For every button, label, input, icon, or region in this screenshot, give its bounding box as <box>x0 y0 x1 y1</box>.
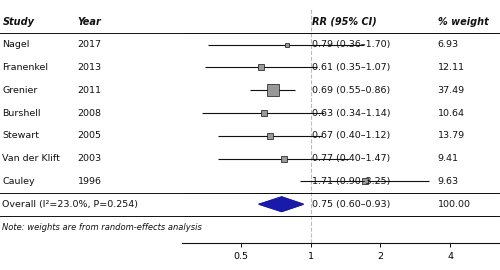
Text: 0.63 (0.34–1.14): 0.63 (0.34–1.14) <box>312 109 391 117</box>
Text: 2017: 2017 <box>78 40 102 49</box>
Text: 12.11: 12.11 <box>438 63 464 72</box>
Text: 2005: 2005 <box>78 131 102 140</box>
Text: Burshell: Burshell <box>2 109 41 117</box>
Text: Cauley: Cauley <box>2 177 35 186</box>
Text: 9.63: 9.63 <box>438 177 458 186</box>
Text: 0.61 (0.35–1.07): 0.61 (0.35–1.07) <box>312 63 391 72</box>
Text: Grenier: Grenier <box>2 86 38 95</box>
Text: Van der Klift: Van der Klift <box>2 154 60 163</box>
Text: 2003: 2003 <box>78 154 102 163</box>
Text: 2013: 2013 <box>78 63 102 72</box>
Polygon shape <box>259 197 304 211</box>
Text: % weight: % weight <box>438 17 488 27</box>
Text: Note: weights are from random-effects analysis: Note: weights are from random-effects an… <box>2 222 202 232</box>
Text: Nagel: Nagel <box>2 40 30 49</box>
Text: 100.00: 100.00 <box>438 200 470 209</box>
Text: 2011: 2011 <box>78 86 102 95</box>
Text: RR (95% CI): RR (95% CI) <box>312 17 378 27</box>
Text: 2008: 2008 <box>78 109 102 117</box>
Text: 0.69 (0.55–0.86): 0.69 (0.55–0.86) <box>312 86 391 95</box>
Text: 1.71 (0.90–3.25): 1.71 (0.90–3.25) <box>312 177 391 186</box>
Text: 6.93: 6.93 <box>438 40 458 49</box>
Text: Overall (I²=23.0%, P=0.254): Overall (I²=23.0%, P=0.254) <box>2 200 138 209</box>
Text: 37.49: 37.49 <box>438 86 464 95</box>
Text: 0.77 (0.40–1.47): 0.77 (0.40–1.47) <box>312 154 391 163</box>
Text: Franenkel: Franenkel <box>2 63 48 72</box>
Text: Year: Year <box>78 17 101 27</box>
Text: 0.67 (0.40–1.12): 0.67 (0.40–1.12) <box>312 131 391 140</box>
Text: 9.41: 9.41 <box>438 154 458 163</box>
Text: 0.75 (0.60–0.93): 0.75 (0.60–0.93) <box>312 200 391 209</box>
Text: 1996: 1996 <box>78 177 102 186</box>
Text: 13.79: 13.79 <box>438 131 464 140</box>
Text: Stewart: Stewart <box>2 131 40 140</box>
Text: Study: Study <box>2 17 34 27</box>
Text: 0.79 (0.36–1.70): 0.79 (0.36–1.70) <box>312 40 391 49</box>
Text: 10.64: 10.64 <box>438 109 464 117</box>
